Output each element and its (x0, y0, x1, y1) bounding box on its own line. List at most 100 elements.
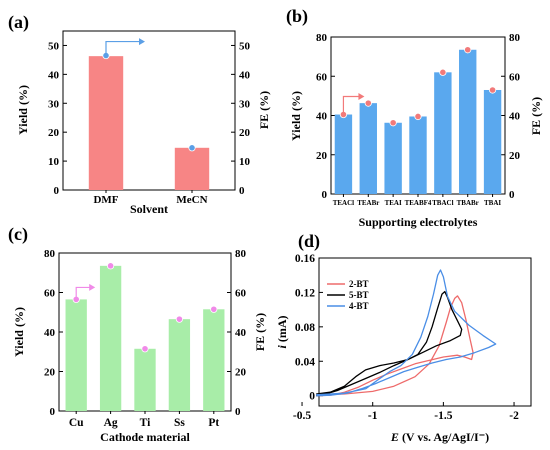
fe-point (141, 345, 149, 353)
fe-point (188, 144, 196, 152)
y-axis-title-d-symbol: i (275, 345, 289, 349)
panel-c: (c) 0 0 20 20 40 40 60 60 80 80 Cu Ag Ti Ss Pt Cathode… (8, 224, 267, 444)
x-tick-label: TBAI (484, 199, 501, 207)
plot-frame-a (62, 30, 236, 191)
y-axis-title-d: i (mA) (275, 315, 289, 348)
bar (65, 299, 87, 411)
x-tick-label: TBACl (432, 199, 453, 207)
cv-curve (316, 290, 463, 397)
panel-b: (b) 0 0 20 20 40 40 60 60 80 80 TEACl TEABr TEAI TEAB… (286, 6, 543, 229)
panel-a: (a) 0 0 10 10 20 20 30 30 40 40 50 50 DMF MeCN Solven… (8, 12, 271, 216)
y2-tick-label: 80 (509, 32, 521, 44)
bar (409, 116, 427, 194)
fe-point (107, 262, 115, 270)
fe-arrow-head (89, 283, 96, 291)
y2-axis-title-c: FE (%) (253, 313, 267, 351)
fe-arrow-head (139, 38, 145, 46)
y-tick-label: 0 (50, 406, 56, 418)
y2-tick-label: 50 (239, 40, 251, 52)
y2-tick-label: 60 (235, 288, 247, 300)
y-tick-label: 30 (48, 98, 60, 110)
x-axis-title-c: Cathode material (100, 430, 190, 444)
bar (168, 319, 191, 411)
y-axis-title-d-unit: (mA) (275, 315, 289, 345)
x-tick-label: MeCN (176, 194, 207, 206)
fe-point (488, 86, 497, 94)
bar (334, 114, 353, 194)
y2-tick-label: 40 (509, 111, 521, 123)
fe-point (464, 46, 472, 54)
y-tick-label: 0.16 (295, 253, 315, 265)
y-tick-label: 0 (54, 185, 60, 197)
fe-point (439, 68, 447, 76)
fe-arrow (75, 286, 91, 300)
y-tick-label: 0.08 (295, 322, 315, 334)
x-tick-label: TEABF4 (405, 199, 432, 207)
x-axis-title-b: Supporting electrolytes (359, 215, 478, 229)
x-tick-label: TEAI (385, 199, 402, 207)
y2-tick-label: 20 (239, 127, 251, 139)
bar (483, 89, 502, 194)
y2-tick-label: 0 (239, 185, 245, 197)
y-tick-label: 0 (322, 189, 328, 201)
y-tick-label: 0.12 (295, 287, 315, 299)
fe-arrow (342, 95, 360, 115)
x-axis-title-d: E (V vs. Ag/AgI/I⁻) (390, 430, 489, 444)
fe-arrow (105, 40, 140, 56)
y-tick-label: 40 (316, 111, 328, 123)
legend-label: 5-BT (349, 290, 369, 300)
panel-label-b: (b) (286, 6, 308, 27)
y-tick-label: 0.04 (295, 356, 315, 368)
x-tick-label: TBABr (457, 199, 479, 207)
y2-axis-title-b: FE (%) (529, 97, 543, 135)
panel-label-c: (c) (8, 224, 28, 245)
x-tick-label: TEABr (357, 199, 379, 207)
y-axis-title-c: Yield (%) (12, 307, 26, 357)
panel-label-d: (d) (298, 231, 320, 252)
x-tick-label: Ti (140, 417, 151, 429)
bar (459, 49, 477, 194)
y2-tick-label: 20 (509, 150, 521, 162)
y2-tick-label: 0 (235, 406, 241, 418)
legend-label: 4-BT (349, 301, 369, 311)
y-tick-label: 20 (316, 150, 328, 162)
x-tick-label: -2 (509, 410, 519, 422)
x-tick-label: -0.5 (293, 410, 311, 422)
y-tick-label: 60 (44, 288, 56, 300)
y-tick-label: 80 (316, 32, 328, 44)
legend-label: 2-BT (349, 279, 369, 289)
x-axis-title-a: Solvent (130, 202, 168, 216)
y2-tick-label: 80 (235, 248, 247, 260)
y2-tick-label: 60 (509, 71, 521, 83)
y-tick-label: 60 (316, 71, 328, 83)
y2-axis-title-a: FE (%) (257, 91, 271, 129)
fe-point (364, 99, 372, 107)
fe-arrow-head (358, 93, 365, 101)
cv-curve (316, 295, 474, 397)
x-tick-label: Cu (69, 417, 84, 429)
fe-point (389, 119, 397, 127)
x-tick-label: DMF (93, 194, 118, 206)
x-axis-title-d-symbol: E (390, 430, 399, 444)
y-tick-label: 0 (309, 391, 315, 403)
y-axis-title-b: Yield (%) (289, 91, 303, 141)
y2-tick-label: 0 (509, 189, 515, 201)
x-tick-label: Pt (208, 417, 219, 429)
bar (434, 72, 452, 194)
fe-point (414, 112, 422, 121)
fe-point (210, 305, 218, 313)
y-tick-label: 40 (44, 327, 56, 339)
y-tick-label: 20 (44, 367, 56, 379)
y-tick-label: 10 (48, 156, 60, 168)
x-tick-label: TEACl (333, 199, 354, 207)
bar (203, 309, 225, 411)
x-tick-label: Ss (174, 417, 185, 429)
bar (88, 56, 124, 190)
panel-d: (d) -0.5 -1 -1.5 -2 0 0.04 0.08 0.12 0.16 2-BT5-B… (275, 231, 532, 444)
y2-tick-label: 10 (239, 156, 251, 168)
fe-point (175, 315, 183, 323)
x-tick-label: Ag (104, 417, 118, 429)
bar (174, 147, 210, 190)
x-tick-label: -1.5 (434, 410, 452, 422)
